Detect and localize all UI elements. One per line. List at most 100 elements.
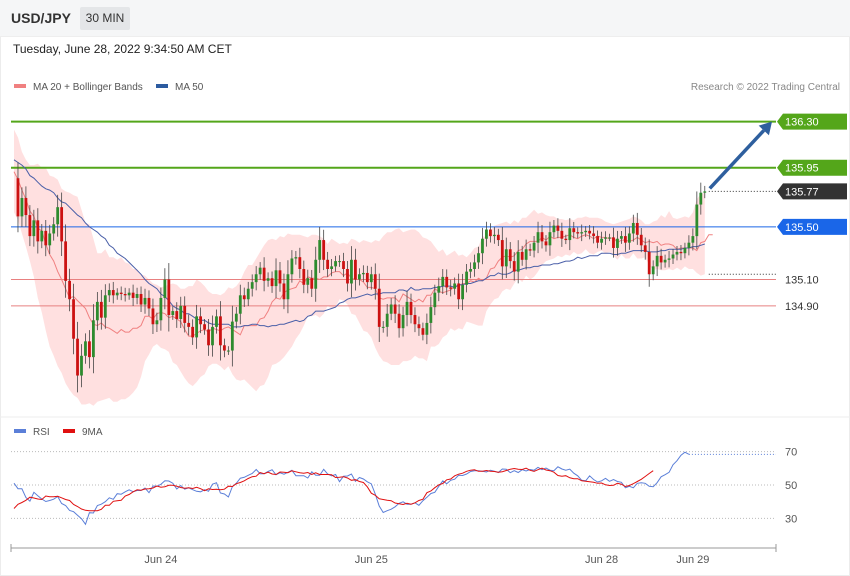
candle (413, 307, 417, 333)
candle (207, 318, 210, 356)
candle-body (627, 233, 631, 243)
candles (16, 162, 707, 393)
candle-body (262, 267, 266, 281)
candle-body (465, 271, 468, 285)
candle (326, 251, 330, 277)
candle-body (131, 292, 135, 298)
candle (612, 227, 615, 258)
candle-body (620, 236, 623, 239)
candle-body (445, 276, 449, 288)
candle (80, 344, 83, 388)
price-tag: 135.95 (777, 159, 847, 176)
candle (179, 296, 183, 329)
candle (274, 258, 278, 299)
candle-body (413, 315, 417, 325)
candle (675, 246, 679, 261)
candle-body (99, 301, 103, 318)
candle-body (691, 236, 695, 243)
candle-body (397, 313, 401, 329)
candle (64, 224, 68, 298)
candle (143, 288, 147, 314)
candle-body (76, 338, 79, 376)
candle-body (699, 192, 703, 205)
candle (500, 227, 504, 280)
candle (397, 304, 401, 338)
candle (175, 302, 179, 328)
candle (536, 221, 540, 254)
candle-body (385, 313, 389, 327)
candle (492, 227, 496, 244)
price-tag-label: 135.77 (785, 186, 819, 198)
candle-body (520, 251, 524, 260)
candle-body (544, 241, 548, 246)
candle (409, 293, 413, 324)
candle (270, 271, 274, 293)
candle-body (159, 297, 163, 321)
candle-body (556, 225, 560, 231)
candle-body (504, 249, 508, 267)
candle (199, 307, 202, 334)
legend-swatch-rsi (14, 429, 26, 433)
candle-body (350, 259, 353, 284)
candle (556, 218, 560, 239)
candle-body (270, 278, 274, 287)
candle-body (346, 268, 349, 284)
candle-body (219, 316, 222, 346)
candle (373, 263, 377, 300)
candle-body (115, 292, 119, 296)
candle-body (663, 259, 667, 263)
candle-body (199, 316, 202, 325)
candle (469, 262, 472, 279)
candle (294, 250, 298, 265)
candle (322, 229, 326, 271)
candle-body (56, 207, 60, 225)
timeframe-badge[interactable]: 30 MIN (80, 7, 130, 30)
candle-body (687, 242, 691, 248)
candle (187, 314, 191, 336)
candle-body (123, 293, 127, 296)
candle-body (489, 229, 492, 237)
candle-body (147, 297, 151, 309)
candle-body (163, 279, 167, 298)
candle (433, 284, 437, 316)
candle (147, 290, 151, 316)
candle (32, 209, 36, 247)
candle (314, 246, 318, 302)
candle-body (306, 278, 310, 285)
candle-body (282, 283, 286, 300)
candle-body (318, 240, 322, 260)
candle (508, 242, 512, 269)
candle-body (338, 261, 341, 263)
candle (290, 250, 294, 283)
candle-body (322, 240, 326, 260)
candle (310, 269, 314, 297)
candle-body (532, 242, 536, 251)
candle-body (88, 341, 91, 358)
candle (20, 187, 24, 227)
candle (254, 266, 258, 291)
candle-body (342, 261, 345, 269)
candle (60, 192, 64, 256)
candle (238, 284, 242, 325)
candle (576, 227, 580, 239)
candle-body (119, 292, 123, 294)
candle-body (608, 237, 611, 239)
candle-body (659, 255, 663, 263)
price-tag-bg (777, 183, 847, 200)
candle-body (234, 313, 238, 322)
candle (334, 255, 337, 272)
candle (635, 212, 639, 245)
candle (92, 304, 95, 374)
candle-body (667, 258, 671, 260)
candle (369, 266, 373, 290)
candle (159, 287, 163, 331)
candle (286, 260, 290, 314)
candle-body (616, 238, 619, 248)
candle (115, 288, 119, 300)
candle-body (238, 295, 242, 314)
candle (361, 265, 365, 282)
candle (477, 246, 480, 269)
price-tag: 135.50 (777, 218, 847, 235)
candle-body (389, 304, 393, 314)
candle-body (139, 293, 143, 305)
